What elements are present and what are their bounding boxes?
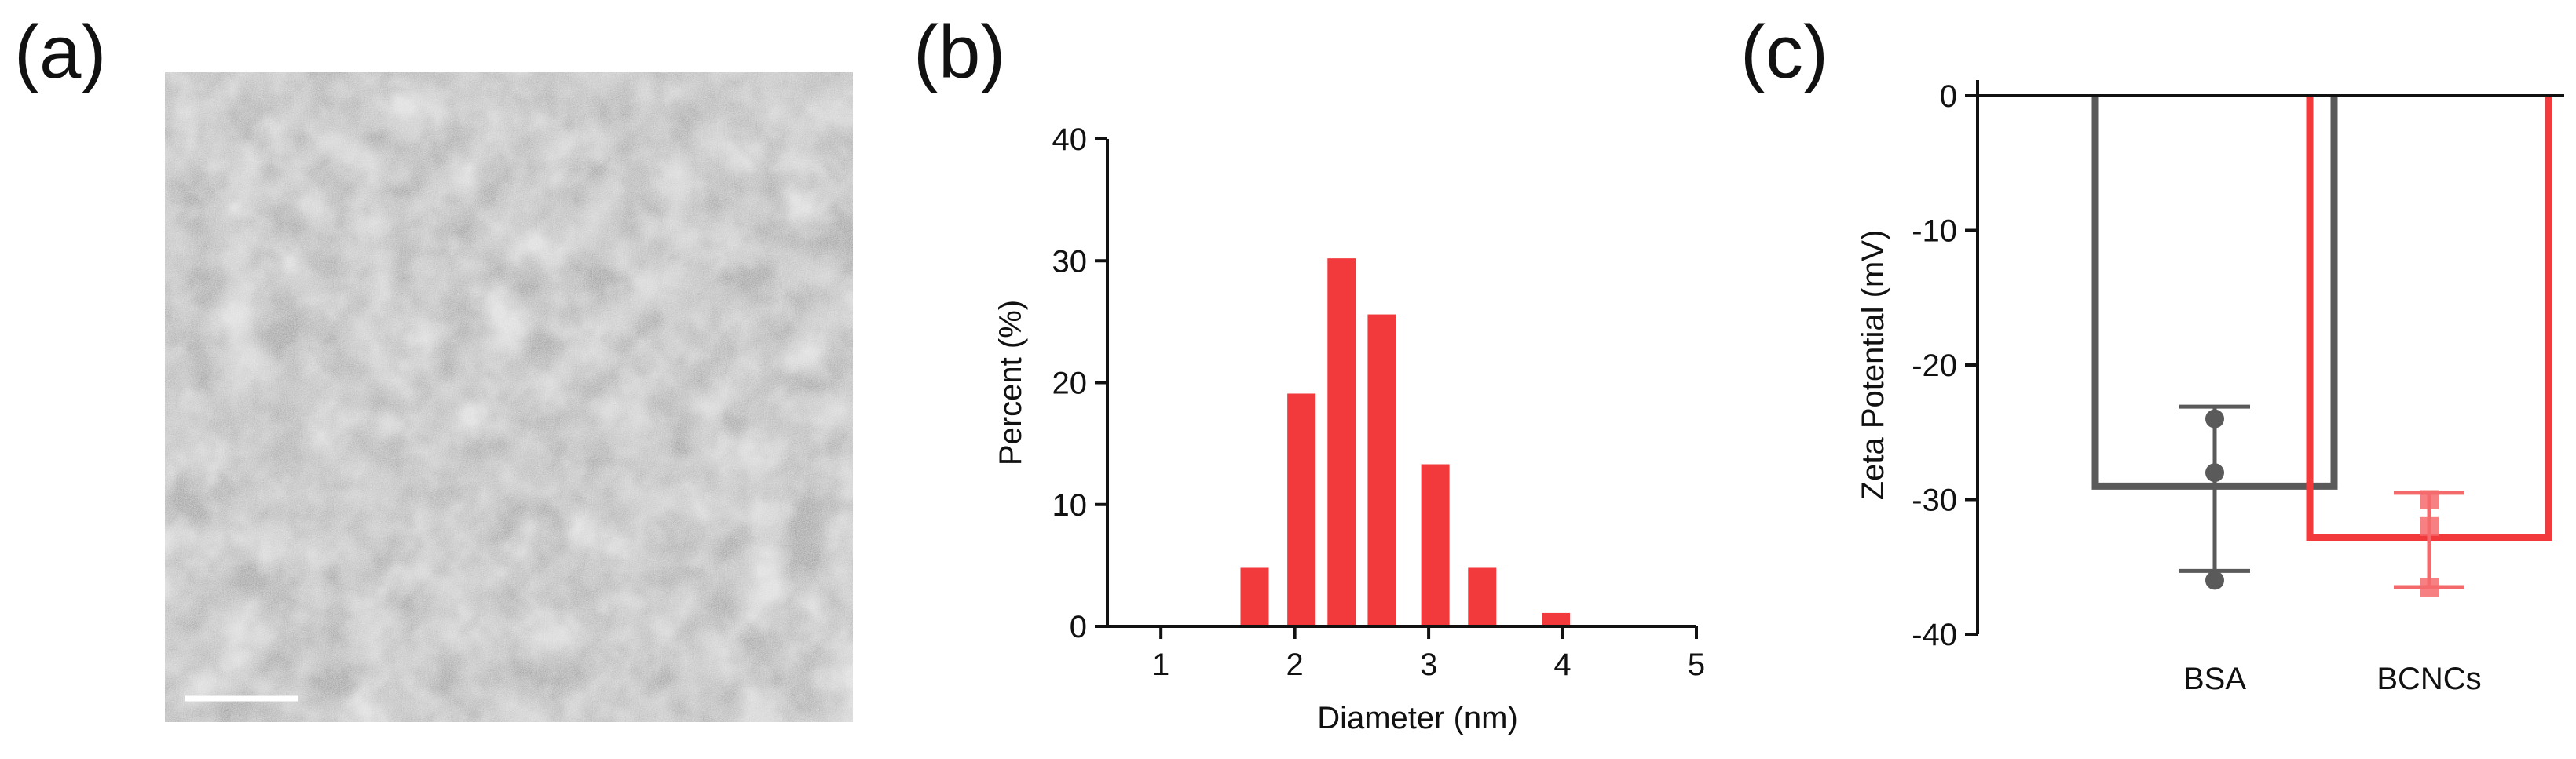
- zeta-bar: [2306, 96, 2552, 542]
- histogram-bar: [1240, 567, 1269, 626]
- y-tick-label: 30: [1052, 244, 1088, 279]
- panel-label-a: (a): [14, 10, 107, 94]
- y-axis-title: Zeta Potential (mV): [1856, 230, 1890, 501]
- x-tick-label: 5: [1688, 648, 1705, 682]
- histogram-bar: [1287, 393, 1316, 626]
- y-tick-label: 20: [1052, 367, 1088, 401]
- y-tick-label: -10: [1912, 214, 1957, 249]
- y-tick-label: -20: [1912, 348, 1957, 383]
- y-tick-label: 40: [1052, 122, 1088, 157]
- y-tick-label: -40: [1912, 618, 1957, 652]
- data-point: [2420, 490, 2439, 509]
- histogram-bar: [1421, 464, 1450, 626]
- x-tick-label: 1: [1152, 648, 1169, 682]
- panel-label-c: (c): [1740, 10, 1828, 94]
- category-label: BSA: [2183, 662, 2246, 696]
- data-point: [2420, 516, 2439, 536]
- histogram-bar: [1468, 567, 1497, 626]
- histogram-bar: [1542, 612, 1571, 626]
- category-label: BCNCs: [2377, 662, 2481, 696]
- x-tick-label: 4: [1553, 648, 1571, 682]
- y-tick-label: -30: [1912, 483, 1957, 518]
- data-point: [2205, 463, 2224, 483]
- panel-label-b: (b): [913, 10, 1006, 94]
- histogram-chart: 0 10 20 30 40 1 2 3 4 5 Diameter (nm) Percent (%): [993, 122, 1705, 735]
- histogram-bar: [1367, 314, 1396, 626]
- data-point: [2205, 571, 2224, 590]
- zeta-chart: 0 -10 -20 -30 -40 BSA BCNCs Zeta Potential (mV): [1856, 79, 2564, 696]
- x-axis-title: Diameter (nm): [1317, 701, 1518, 735]
- data-point: [2205, 409, 2224, 429]
- data-point: [2420, 577, 2439, 597]
- y-tick-label: 0: [1070, 610, 1087, 644]
- x-tick-label: 2: [1286, 648, 1304, 682]
- y-tick-label: 0: [1940, 79, 1957, 114]
- tem-image: [165, 72, 853, 722]
- y-axis-title: Percent (%): [993, 300, 1028, 465]
- x-tick-label: 3: [1420, 648, 1437, 682]
- y-tick-label: 10: [1052, 488, 1088, 523]
- histogram-bar: [1327, 258, 1356, 626]
